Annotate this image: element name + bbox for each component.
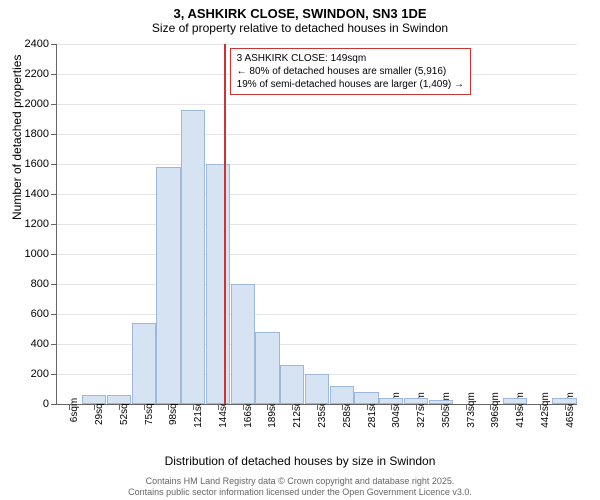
histogram-bar — [82, 395, 106, 404]
histogram-bar — [181, 110, 205, 404]
y-tick-label: 600 — [31, 308, 49, 320]
footer-line-2: Contains public sector information licen… — [0, 487, 600, 498]
histogram-bar — [330, 386, 354, 404]
y-axis-label: Number of detached properties — [10, 55, 24, 220]
footer-text: Contains HM Land Registry data © Crown c… — [0, 476, 600, 498]
x-tick-label: 6sqm — [69, 398, 80, 422]
y-tick — [51, 164, 57, 165]
y-tick-label: 0 — [43, 398, 49, 410]
gridline — [57, 254, 577, 255]
gridline — [57, 104, 577, 105]
y-tick — [51, 104, 57, 105]
y-tick — [51, 404, 57, 405]
y-tick-label: 2000 — [25, 98, 49, 110]
x-tick-label: 396sqm — [490, 392, 501, 428]
gridline — [57, 314, 577, 315]
histogram-bar — [107, 395, 131, 404]
y-tick — [51, 134, 57, 135]
y-tick-label: 400 — [31, 338, 49, 350]
y-tick — [51, 314, 57, 315]
x-tick-label: 350sqm — [441, 392, 452, 428]
plot-area: 0200400600800100012001400160018002000220… — [56, 44, 577, 405]
x-tick-label: 373sqm — [466, 392, 477, 428]
annotation-box: 3 ASHKIRK CLOSE: 149sqm← 80% of detached… — [230, 48, 471, 95]
y-tick-label: 2200 — [25, 68, 49, 80]
chart-title: 3, ASHKIRK CLOSE, SWINDON, SN3 1DE — [0, 0, 600, 21]
y-tick — [51, 194, 57, 195]
y-tick — [51, 74, 57, 75]
annotation-line: 19% of semi-detached houses are larger (… — [237, 78, 464, 91]
y-tick — [51, 254, 57, 255]
y-tick-label: 1200 — [25, 218, 49, 230]
gridline — [57, 134, 577, 135]
histogram-bar — [231, 284, 255, 404]
histogram-bar — [255, 332, 279, 404]
x-axis-label: Distribution of detached houses by size … — [0, 454, 600, 468]
gridline — [57, 284, 577, 285]
gridline — [57, 164, 577, 165]
histogram-bar — [305, 374, 329, 404]
y-tick — [51, 374, 57, 375]
annotation-line: ← 80% of detached houses are smaller (5,… — [237, 65, 464, 78]
y-tick-label: 1400 — [25, 188, 49, 200]
y-tick-label: 800 — [31, 278, 49, 290]
histogram-bar — [280, 365, 304, 404]
histogram-bar — [503, 398, 527, 404]
reference-line — [224, 44, 226, 404]
histogram-bar — [552, 398, 576, 404]
y-tick-label: 1800 — [25, 128, 49, 140]
histogram-bar — [156, 167, 180, 404]
x-tick-label: 442sqm — [540, 392, 551, 428]
annotation-line: 3 ASHKIRK CLOSE: 149sqm — [237, 52, 464, 65]
y-tick — [51, 344, 57, 345]
chart-subtitle: Size of property relative to detached ho… — [0, 21, 600, 39]
y-tick-label: 1600 — [25, 158, 49, 170]
histogram-bar — [379, 398, 403, 404]
histogram-bar — [206, 164, 230, 404]
y-tick — [51, 224, 57, 225]
y-tick-label: 200 — [31, 368, 49, 380]
histogram-bar — [132, 323, 156, 404]
y-tick — [51, 44, 57, 45]
y-tick — [51, 284, 57, 285]
gridline — [57, 224, 577, 225]
gridline — [57, 194, 577, 195]
gridline — [57, 44, 577, 45]
y-tick-label: 2400 — [25, 38, 49, 50]
histogram-bar — [354, 392, 378, 404]
chart-container: 3, ASHKIRK CLOSE, SWINDON, SN3 1DE Size … — [0, 0, 600, 500]
footer-line-1: Contains HM Land Registry data © Crown c… — [0, 476, 600, 487]
histogram-bar — [429, 400, 453, 405]
histogram-bar — [404, 398, 428, 404]
y-tick-label: 1000 — [25, 248, 49, 260]
